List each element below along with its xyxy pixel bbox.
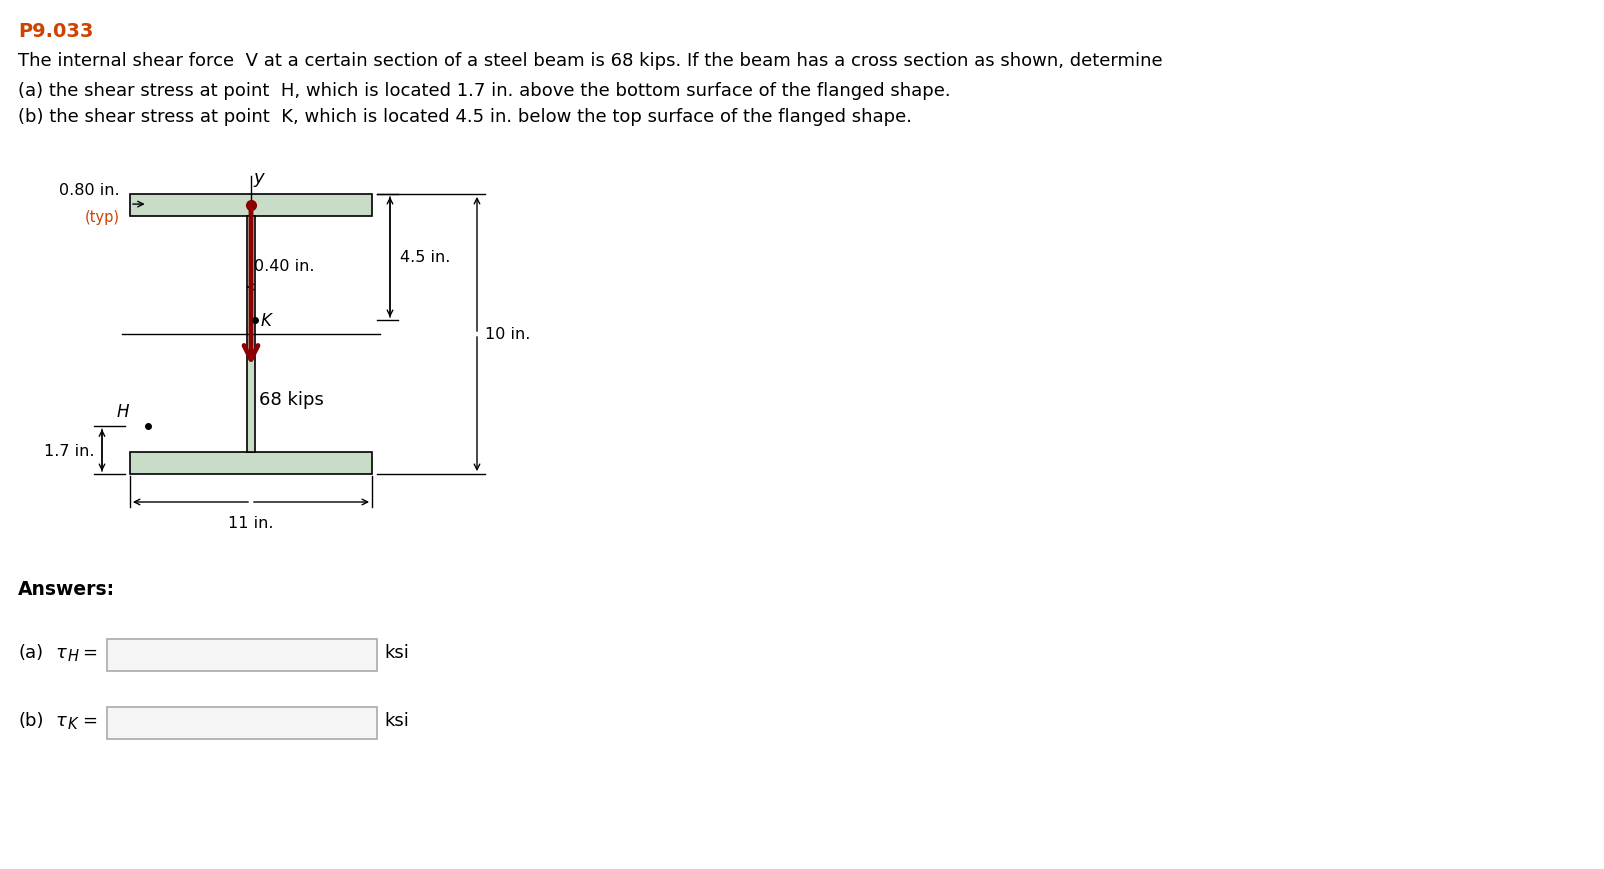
Text: ksi: ksi [383,711,409,729]
Text: (b): (b) [18,711,43,729]
Text: (b) the shear stress at point  K, which is located 4.5 in. below the top surface: (b) the shear stress at point K, which i… [18,108,913,126]
Text: (a) the shear stress at point  H, which is located 1.7 in. above the bottom surf: (a) the shear stress at point H, which i… [18,82,951,100]
Text: 1.7 in.: 1.7 in. [43,443,95,458]
FancyBboxPatch shape [107,707,377,740]
Text: (a): (a) [18,643,43,661]
Text: 4.5 in.: 4.5 in. [399,250,451,265]
Text: Answers:: Answers: [18,580,115,599]
Text: H: H [117,403,128,421]
Text: 68 kips: 68 kips [258,390,324,408]
Text: y: y [253,169,263,187]
Text: P9.033: P9.033 [18,22,93,41]
Text: 11 in.: 11 in. [228,515,274,530]
Text: =: = [82,711,96,729]
Text: H: H [67,648,79,663]
Text: (typ): (typ) [85,209,120,225]
Text: K: K [260,312,271,329]
Text: ksi: ksi [383,643,409,661]
Text: τ: τ [55,643,66,661]
Bar [130,452,372,474]
Text: K: K [67,716,77,731]
Text: The internal shear force  V at a certain section of a steel beam is 68 kips. If : The internal shear force V at a certain … [18,52,1163,70]
Text: =: = [82,643,96,661]
FancyBboxPatch shape [107,640,377,671]
Text: 10 in.: 10 in. [484,327,531,342]
Text: 0.80 in.: 0.80 in. [59,182,120,198]
Text: 0.40 in.: 0.40 in. [253,259,314,274]
Bar [130,195,372,217]
Text: τ: τ [55,711,66,729]
Bar [247,217,255,452]
